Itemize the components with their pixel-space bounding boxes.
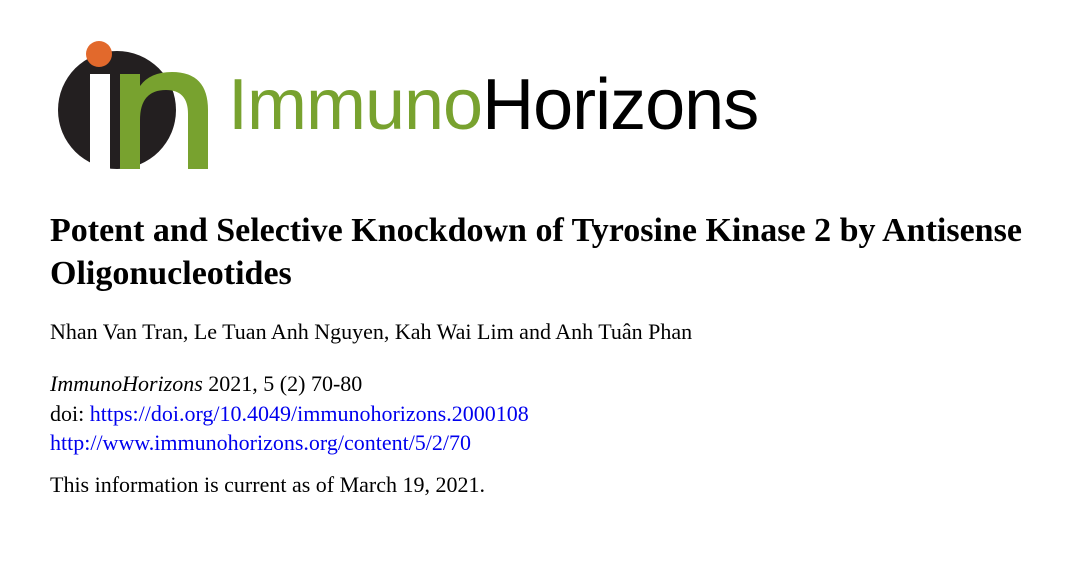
journal-name: ImmunoHorizons [50,371,203,396]
article-authors: Nhan Van Tran, Le Tuan Anh Nguyen, Kah W… [50,319,1030,345]
journal-logo: ImmunoHorizons [50,40,1030,170]
logo-text-immuno: Immuno [228,65,482,145]
content-link[interactable]: http://www.immunohorizons.org/content/5/… [50,430,471,455]
logo-text-horizons: Horizons [482,65,758,145]
doi-label: doi: [50,401,90,426]
article-title: Potent and Selective Knockdown of Tyrosi… [50,210,1030,295]
citation-info: 2021, 5 (2) 70-80 [203,371,362,396]
logo-text: ImmunoHorizons [228,64,758,146]
doi-link[interactable]: https://doi.org/10.4049/immunohorizons.2… [90,401,529,426]
logo-mark-icon [50,40,210,170]
currency-statement: This information is current as of March … [50,472,1030,498]
article-citation: ImmunoHorizons 2021, 5 (2) 70-80 doi: ht… [50,369,1030,458]
